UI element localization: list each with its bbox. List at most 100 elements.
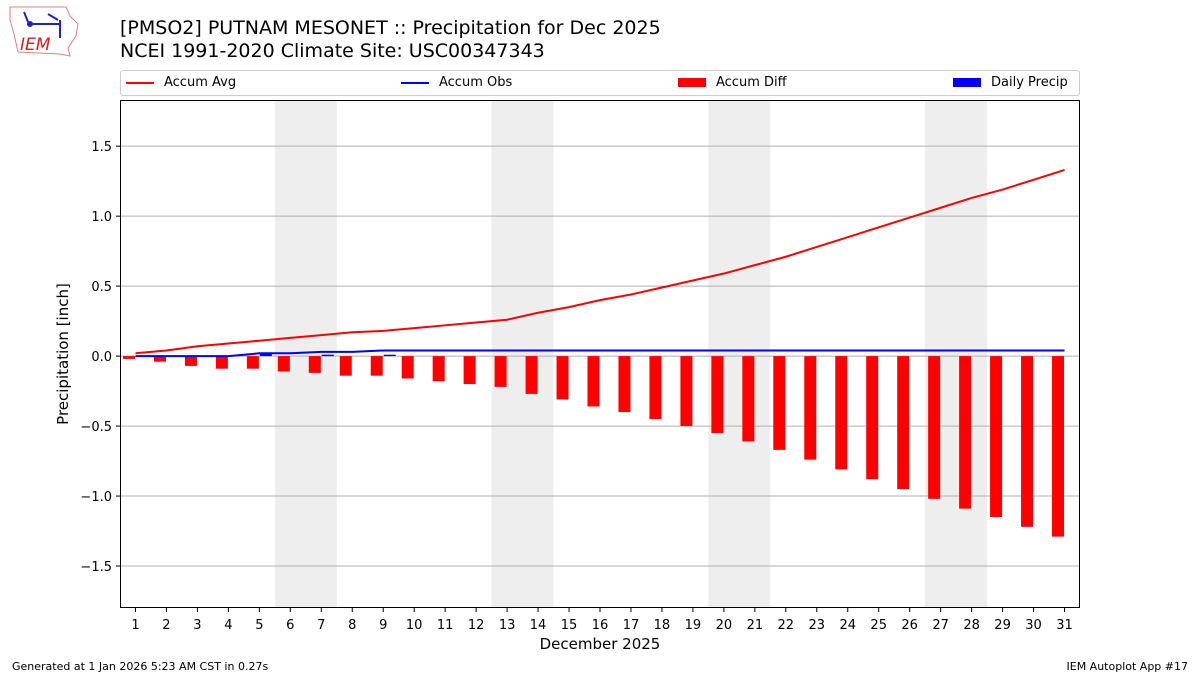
footer-generated: Generated at 1 Jan 2026 5:23 AM CST in 0… (12, 660, 269, 673)
x-tick-label: 10 (406, 618, 423, 633)
weekend-shade (708, 100, 771, 608)
x-tick-label: 30 (1025, 618, 1042, 633)
y-tick-label: −1.0 (80, 490, 112, 505)
x-tick-label: 5 (255, 618, 263, 633)
logo-text: IEM (20, 35, 51, 55)
accum-diff-bar (308, 356, 321, 373)
x-tick-label: 24 (839, 618, 856, 633)
accum-diff-bar (742, 356, 755, 442)
x-tick-label: 26 (901, 618, 918, 633)
x-tick-label: 25 (870, 618, 887, 633)
accum-diff-bar (804, 356, 817, 460)
accum-diff-bar (1052, 356, 1065, 537)
y-tick-label: 1.5 (91, 140, 112, 155)
x-tick-label: 21 (747, 618, 764, 633)
legend-label: Daily Precip (991, 75, 1068, 90)
accum-diff-bar (897, 356, 910, 490)
chart-subtitle: NCEI 1991-2020 Climate Site: USC00347343 (120, 40, 545, 62)
y-tick-label: −1.5 (80, 560, 112, 575)
legend-swatch (126, 81, 154, 84)
x-tick-label: 31 (1056, 618, 1073, 633)
daily-precip-bar (383, 354, 396, 357)
accum-diff-bar (928, 356, 941, 499)
x-tick-label: 1 (131, 618, 139, 633)
accum-obs-line (135, 349, 1065, 358)
x-tick-label: 11 (437, 618, 454, 633)
chart-title: [PMSO2] PUTNAM MESONET :: Precipitation … (120, 17, 661, 39)
x-tick-label: 29 (994, 618, 1011, 633)
accum-diff-bar (711, 356, 724, 434)
y-tick-label: 1.0 (91, 210, 112, 225)
legend-swatch (401, 81, 429, 84)
accum-diff-bar (401, 356, 414, 379)
x-axis-label: December 2025 (540, 635, 661, 653)
x-tick-label: 27 (932, 618, 949, 633)
accum-diff-bar (122, 356, 135, 359)
y-tick-label: 0.0 (91, 350, 112, 365)
accum-diff-bar (153, 356, 166, 362)
x-tick-label: 13 (499, 618, 516, 633)
accum-diff-bar (835, 356, 848, 470)
legend-accum-obs: Accum Obs (401, 75, 512, 90)
legend-daily-precip: Daily Precip (953, 75, 1068, 90)
x-tick-label: 7 (317, 618, 325, 633)
accum-diff-bar (649, 356, 662, 420)
legend-label: Accum Diff (716, 75, 787, 90)
legend-label: Accum Obs (439, 75, 513, 90)
footer-app: IEM Autoplot App #17 (1066, 660, 1189, 673)
legend-swatch (953, 78, 981, 87)
x-tick-label: 15 (561, 618, 578, 633)
plot-frame (120, 100, 1080, 608)
y-tick-label: 0.5 (91, 280, 112, 295)
y-axis-label: Precipitation [inch] (54, 283, 72, 425)
x-tick-label: 4 (224, 618, 232, 633)
weekend-shade (491, 100, 554, 608)
x-tick-label: 12 (468, 618, 485, 633)
accum-diff-bar (277, 356, 290, 372)
legend-label: Accum Avg (164, 75, 237, 90)
accum-avg-line (135, 169, 1065, 355)
accum-diff-bar (959, 356, 972, 509)
accum-diff-bar (866, 356, 879, 480)
x-tick-label: 16 (592, 618, 609, 633)
accum-diff-bar (618, 356, 631, 413)
accum-diff-bar (339, 356, 352, 376)
weekend-shade (925, 100, 988, 608)
x-tick-label: 9 (379, 618, 387, 633)
accum-diff-bar (680, 356, 693, 427)
x-tick-label: 6 (286, 618, 294, 633)
x-tick-label: 17 (623, 618, 640, 633)
x-tick-label: 14 (530, 618, 547, 633)
x-tick-label: 8 (348, 618, 356, 633)
legend-accum-avg: Accum Avg (126, 75, 236, 90)
accum-diff-bar (525, 356, 538, 394)
accum-diff-bar (1021, 356, 1034, 527)
accum-diff-bar (494, 356, 507, 387)
x-tick-label: 19 (685, 618, 702, 633)
y-tick-label: −0.5 (80, 420, 112, 435)
accum-diff-bar (773, 356, 786, 450)
accum-diff-bar (215, 356, 228, 369)
iem-logo: IEM (8, 4, 80, 62)
accum-diff-bar (556, 356, 569, 400)
accum-diff-bar (370, 356, 383, 376)
accum-diff-bar (432, 356, 445, 382)
daily-precip-bar (321, 354, 334, 357)
x-tick-label: 23 (809, 618, 826, 633)
x-tick-label: 22 (778, 618, 795, 633)
x-tick-label: 2 (162, 618, 170, 633)
x-tick-label: 20 (716, 618, 733, 633)
x-tick-label: 18 (654, 618, 671, 633)
legend-accum-diff: Accum Diff (678, 75, 787, 90)
x-tick-label: 28 (963, 618, 980, 633)
accum-diff-bar (463, 356, 476, 385)
legend: Accum Avg Accum Obs Accum Diff Daily Pre… (120, 70, 1080, 96)
x-tick-label: 3 (193, 618, 201, 633)
accum-diff-bar (184, 356, 197, 366)
accum-diff-bar (990, 356, 1003, 518)
accum-diff-bar (246, 356, 259, 369)
daily-precip-bar (259, 353, 272, 357)
weekend-shade (274, 100, 337, 608)
accum-diff-bar (587, 356, 600, 407)
